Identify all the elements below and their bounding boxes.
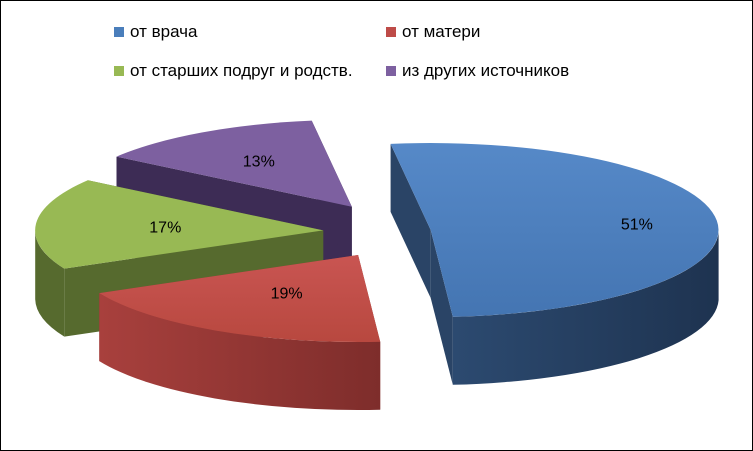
legend-label-drugih: из других источников <box>402 61 570 80</box>
legend-label-materi: от матери <box>402 22 481 41</box>
slice-side-materi-0 <box>99 293 381 410</box>
slice-side-podrug-0 <box>35 231 65 337</box>
data-label-materi: 19% <box>271 286 303 303</box>
slice-top-drugih <box>116 120 352 207</box>
legend-swatch-materi <box>386 27 396 37</box>
slice-materi <box>99 255 381 410</box>
legend-item-materi: от матери <box>386 22 480 42</box>
slice-wall-vracha-0 <box>390 143 431 298</box>
legend-swatch-podrug <box>114 66 124 76</box>
slice-top-vracha <box>390 143 719 317</box>
data-label-vracha: 51% <box>621 216 653 233</box>
legend-label-podrug: от старших подруг и родств. <box>130 61 353 80</box>
legend-item-podrug: от старших подруг и родств. <box>114 61 353 81</box>
legend: от врача от матери от старших подруг и р… <box>1 1 752 91</box>
slice-top-podrug <box>35 180 324 269</box>
legend-item-vracha: от врача <box>114 22 197 42</box>
slice-top-materi <box>99 255 381 342</box>
slice-side-vracha-0 <box>452 232 719 385</box>
legend-swatch-vracha <box>114 27 124 37</box>
legend-item-drugih: из других источников <box>386 61 569 81</box>
slice-vracha <box>390 143 719 385</box>
legend-label-vracha: от врача <box>130 22 198 41</box>
legend-swatch-drugih <box>386 66 396 76</box>
data-label-drugih: 13% <box>243 154 275 171</box>
data-label-podrug: 17% <box>149 220 181 237</box>
slice-wall-vracha-1 <box>430 230 453 385</box>
